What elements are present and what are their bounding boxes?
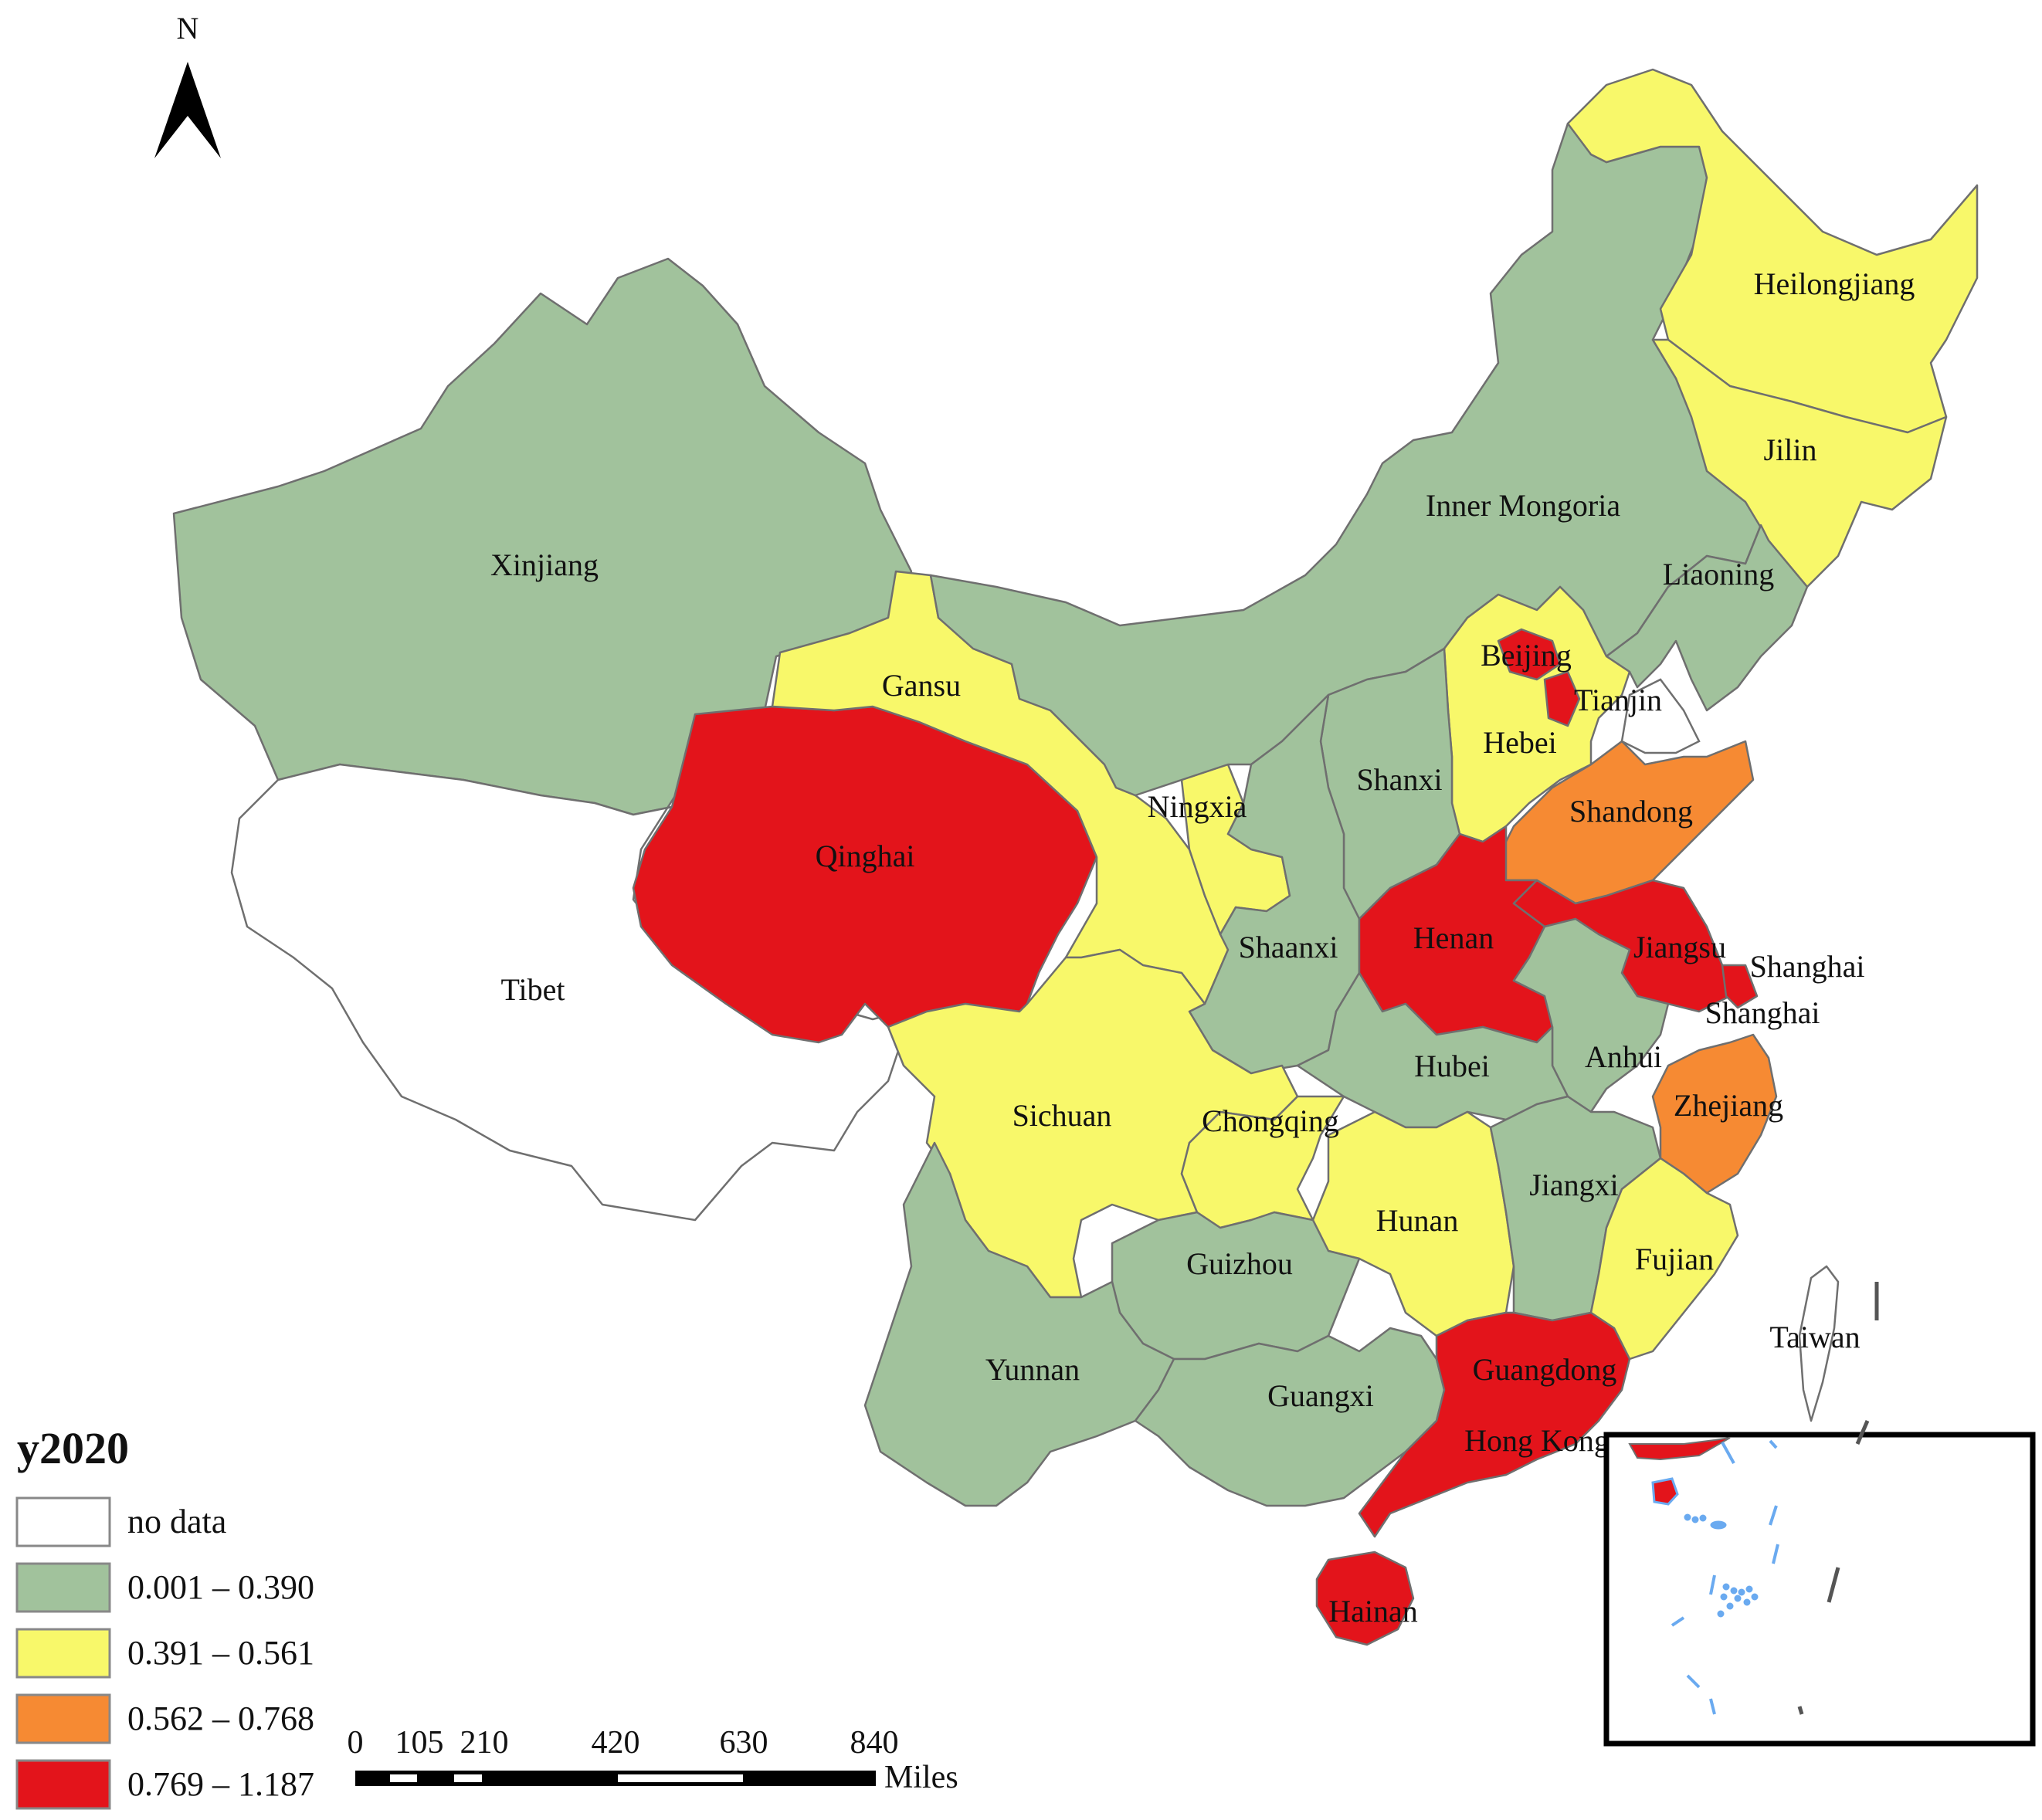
region-yunnan[interactable]: [863, 1141, 1175, 1507]
inset-dash-line: [1827, 1567, 1840, 1603]
region-shanghai[interactable]: [1721, 964, 1759, 1009]
label-guangdong: Guangdong: [1473, 1352, 1617, 1387]
label-liaoning: Liaoning: [1663, 557, 1774, 591]
legend-item-class3: 0.562 – 0.768: [15, 1693, 314, 1744]
region-taiwan[interactable]: [1798, 1265, 1840, 1422]
region-zhejiang[interactable]: [1651, 1033, 1778, 1195]
region-tibet[interactable]: [230, 763, 936, 1222]
region-fujian[interactable]: [1589, 1157, 1739, 1361]
label-inner-mongolia: Inner Mongoria: [1426, 488, 1620, 523]
scale-tick-1: 105: [395, 1725, 444, 1761]
inset-top-dash: [1855, 1420, 1870, 1445]
label-jiangsu: Jiangsu: [1633, 930, 1726, 964]
bohai-sea: [1620, 678, 1701, 754]
label-zhejiang: Zhejiang: [1674, 1088, 1783, 1123]
svg-text:0.562 – 0.768: 0.562 – 0.768: [127, 1700, 314, 1737]
inset-islands: [1671, 1439, 1779, 1715]
label-ningxia: Ningxia: [1148, 789, 1247, 824]
region-liaoning[interactable]: [1605, 524, 1809, 712]
label-shanghai-2: Shanghai: [1705, 995, 1820, 1030]
province-shapes: [172, 68, 1979, 1646]
legend-item-class2: 0.391 – 0.561: [15, 1628, 314, 1679]
label-gansu: Gansu: [882, 668, 961, 703]
label-yunnan: Yunnan: [985, 1352, 1080, 1387]
svg-text:no data: no data: [127, 1503, 226, 1540]
scale-tick-4: 630: [720, 1725, 768, 1761]
label-hebei: Hebei: [1483, 725, 1557, 760]
north-label: N: [177, 11, 199, 46]
region-tianjin[interactable]: [1543, 670, 1581, 727]
inset-guangdong: [1628, 1437, 1731, 1461]
legend-item-no-data: no data: [15, 1496, 226, 1547]
scale-tick-3: 420: [592, 1725, 640, 1761]
label-beijing: Beijing: [1481, 638, 1572, 673]
label-guangxi: Guangxi: [1267, 1378, 1374, 1413]
label-jilin: Jilin: [1764, 432, 1817, 467]
scale-bar: 0 105 210 420 630 840 Miles: [348, 1725, 958, 1795]
label-fujian: Fujian: [1635, 1242, 1714, 1276]
label-taiwan: Taiwan: [1769, 1320, 1860, 1354]
label-shandong: Shandong: [1569, 794, 1693, 829]
inset-hainan: [1651, 1477, 1679, 1506]
label-xinjiang: Xinjiang: [490, 547, 599, 582]
label-shanghai: Shanghai: [1750, 949, 1865, 984]
label-hainan: Hainan: [1328, 1594, 1418, 1629]
south-china-sea-inset: [1603, 1432, 2036, 1747]
region-jilin[interactable]: [1651, 338, 1948, 588]
label-tibet: Tibet: [500, 972, 565, 1007]
inset-dash-line-2: [1797, 1706, 1804, 1715]
legend-item-class4: 0.769 – 1.187: [15, 1759, 314, 1810]
label-chongqing: Chongqing: [1202, 1103, 1339, 1138]
scale-tick-5: 840: [850, 1725, 899, 1761]
label-hong-kong: Hong Kong: [1464, 1423, 1610, 1458]
region-beijing[interactable]: [1497, 628, 1562, 681]
svg-text:0.769 – 1.187: 0.769 – 1.187: [127, 1765, 314, 1803]
label-guizhou: Guizhou: [1186, 1246, 1293, 1281]
legend: y2020 no data 0.001 – 0.390 0.391 – 0.56…: [15, 1423, 314, 1810]
label-heilongjiang: Heilongjiang: [1754, 266, 1915, 301]
label-shaanxi: Shaanxi: [1239, 930, 1338, 964]
legend-item-class1: 0.001 – 0.390: [15, 1562, 314, 1613]
region-guangdong[interactable]: [1358, 1311, 1631, 1538]
svg-text:0.001 – 0.390: 0.001 – 0.390: [127, 1568, 314, 1606]
svg-text:0.391 – 0.561: 0.391 – 0.561: [127, 1634, 314, 1672]
region-hainan[interactable]: [1315, 1551, 1415, 1646]
label-anhui: Anhui: [1585, 1039, 1662, 1074]
label-sichuan: Sichuan: [1013, 1098, 1112, 1133]
label-hubei: Hubei: [1414, 1049, 1490, 1083]
label-qinghai: Qinghai: [816, 839, 915, 873]
scale-tick-0: 0: [348, 1725, 364, 1761]
scale-unit: Miles: [884, 1760, 958, 1795]
label-shanxi: Shanxi: [1356, 762, 1442, 797]
scale-tick-2: 210: [460, 1725, 509, 1761]
region-labels: Xinjiang Tibet Qinghai Gansu Ningxia Inn…: [490, 266, 1915, 1629]
label-tianjin: Tianjin: [1574, 683, 1662, 717]
inset-frame: [1603, 1432, 2036, 1747]
label-hunan: Hunan: [1376, 1203, 1459, 1238]
label-henan: Henan: [1413, 920, 1494, 955]
legend-title: y2020: [17, 1423, 129, 1473]
north-arrow-icon: N: [154, 11, 221, 158]
label-jiangxi: Jiangxi: [1529, 1168, 1619, 1202]
